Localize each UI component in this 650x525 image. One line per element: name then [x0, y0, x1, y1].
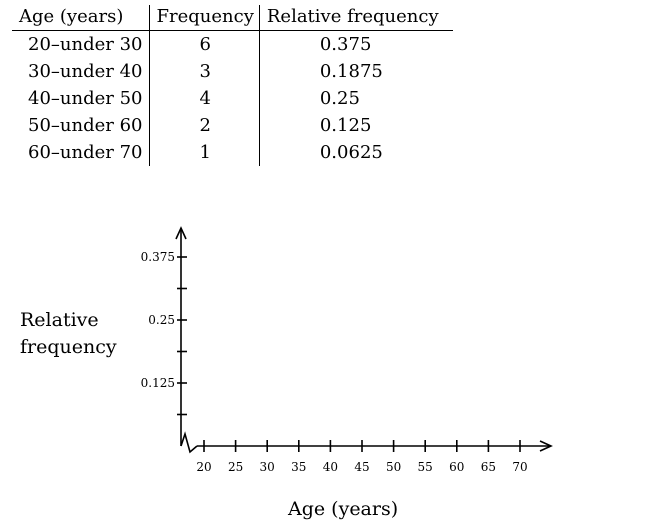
y-axis-arrowhead [175, 226, 187, 240]
relative-frequency-value: 0.1875 [319, 61, 383, 82]
y-tick-label: 0.25 [148, 313, 175, 327]
x-tick-label: 25 [228, 460, 243, 474]
x-tick-label: 45 [354, 460, 369, 474]
y-axis-title: Relative frequency [20, 307, 117, 361]
frequency-value: 2 [149, 112, 260, 139]
table-row: 60–under 70 1 0.0625 [12, 139, 453, 166]
x-axis-title: Age (years) [288, 498, 399, 520]
relative-frequency-value: 0.25 [319, 88, 360, 109]
relative-frequency-value: 0.125 [319, 115, 372, 136]
x-axis-arrowhead [539, 440, 553, 452]
age-class: 30–under 40 [12, 58, 150, 85]
axis-break-zigzag [180, 431, 198, 454]
x-tick-label: 40 [323, 460, 338, 474]
y-tick-label: 0.125 [141, 376, 175, 390]
frequency-value: 6 [149, 30, 260, 58]
age-class: 40–under 50 [12, 85, 150, 112]
x-tick-label: 30 [260, 460, 275, 474]
x-tick-label: 35 [291, 460, 306, 474]
table-row: 40–under 50 4 0.25 [12, 85, 453, 112]
x-tick-label: 50 [386, 460, 401, 474]
x-tick-label: 60 [449, 460, 464, 474]
table-row: 50–under 60 2 0.125 [12, 112, 453, 139]
y-axis-title-line-1: Relative [20, 309, 99, 331]
frequency-value: 1 [149, 139, 260, 166]
header-relative-frequency: Relative frequency [259, 5, 453, 31]
table-row: 20–under 30 6 0.375 [12, 30, 453, 58]
header-age: Age (years) [12, 5, 150, 31]
x-tick-label: 70 [512, 460, 527, 474]
age-class: 60–under 70 [12, 139, 150, 166]
table-row: 30–under 40 3 0.1875 [12, 58, 453, 85]
frequency-value: 3 [149, 58, 260, 85]
table-header-row: Age (years) Frequency Relative frequency [12, 5, 453, 31]
y-axis-title-line-2: frequency [20, 336, 117, 358]
x-tick-label: 55 [418, 460, 433, 474]
relative-frequency-value: 0.0625 [319, 142, 383, 163]
x-tick-label: 65 [481, 460, 496, 474]
header-frequency: Frequency [149, 5, 260, 31]
frequency-value: 4 [149, 85, 260, 112]
frequency-table: Age (years) Frequency Relative frequency… [12, 5, 453, 166]
x-tick-label: 20 [196, 460, 211, 474]
relative-frequency-value: 0.375 [319, 34, 372, 55]
age-class: 20–under 30 [12, 30, 150, 58]
age-class: 50–under 60 [12, 112, 150, 139]
y-tick-label: 0.375 [141, 250, 175, 264]
